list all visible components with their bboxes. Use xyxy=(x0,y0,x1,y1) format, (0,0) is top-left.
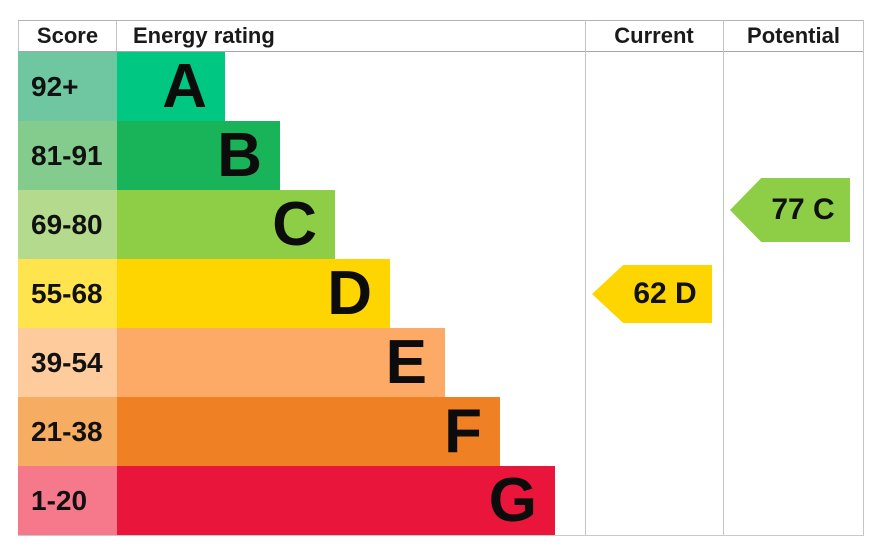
band-row: 1-20 G xyxy=(18,466,864,535)
band-score-range: 55-68 xyxy=(18,259,117,328)
grid-line-table-right xyxy=(863,20,864,535)
score-column-header: Score xyxy=(18,21,117,51)
band-bar: E xyxy=(117,328,445,397)
band-bar: F xyxy=(117,397,500,466)
potential-column-header: Potential xyxy=(747,23,840,48)
band-score-range: 92+ xyxy=(18,52,117,121)
rating-table: Score Energy rating Current Potential 92… xyxy=(18,20,864,536)
band-bar: D xyxy=(117,259,390,328)
band-row: 39-54 E xyxy=(18,328,864,397)
band-row: 92+ A xyxy=(18,52,864,121)
current-rating-label: 62 D xyxy=(633,277,697,310)
potential-rating-label: 77 C xyxy=(771,193,835,226)
band-bar: B xyxy=(117,121,280,190)
band-score-range: 69-80 xyxy=(18,190,117,259)
band-score-range: 81-91 xyxy=(18,121,117,190)
band-letter: G xyxy=(488,466,537,535)
band-score-range: 21-38 xyxy=(18,397,117,466)
band-letter: C xyxy=(272,190,317,259)
band-letter: B xyxy=(217,121,262,190)
band-score-range: 39-54 xyxy=(18,328,117,397)
grid-line-current-end xyxy=(723,20,724,535)
band-row: 69-80 C xyxy=(18,190,864,259)
band-letter: D xyxy=(327,259,372,328)
band-bar: G xyxy=(117,466,555,535)
current-column-header: Current xyxy=(614,23,694,48)
band-row: 55-68 D xyxy=(18,259,864,328)
band-letter: E xyxy=(385,328,427,397)
band-bar: A xyxy=(117,52,225,121)
table-header-row: Score Energy rating Current Potential xyxy=(18,20,864,52)
band-letter: A xyxy=(162,52,207,121)
band-row: 81-91 B xyxy=(18,121,864,190)
band-score-range: 1-20 xyxy=(18,466,117,535)
band-letter: F xyxy=(444,397,482,466)
band-bar: C xyxy=(117,190,335,259)
energy-rating-column-header: Energy rating xyxy=(133,23,275,48)
rating-bands: 92+ A 81-91 B 69-80 C 55-68 D 39-54 E 21… xyxy=(18,52,864,535)
grid-line-rating-end xyxy=(585,20,586,535)
band-row: 21-38 F xyxy=(18,397,864,466)
